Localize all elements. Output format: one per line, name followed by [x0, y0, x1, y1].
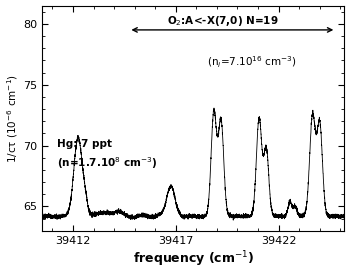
Text: (n$_i$=7.10$^{16}$ cm$^{-3}$): (n$_i$=7.10$^{16}$ cm$^{-3}$) — [206, 54, 296, 70]
Text: O$_2$:A<-X(7,0) N=19: O$_2$:A<-X(7,0) N=19 — [167, 14, 279, 28]
X-axis label: frequency (cm$^{-1}$): frequency (cm$^{-1}$) — [133, 250, 254, 270]
Y-axis label: 1/cτ (10$^{-6}$ cm$^{-1}$): 1/cτ (10$^{-6}$ cm$^{-1}$) — [6, 74, 20, 163]
Text: (n=1.7.10$^{8}$ cm$^{-3}$): (n=1.7.10$^{8}$ cm$^{-3}$) — [56, 155, 157, 171]
Text: Hg: 7 ppt: Hg: 7 ppt — [56, 139, 112, 150]
